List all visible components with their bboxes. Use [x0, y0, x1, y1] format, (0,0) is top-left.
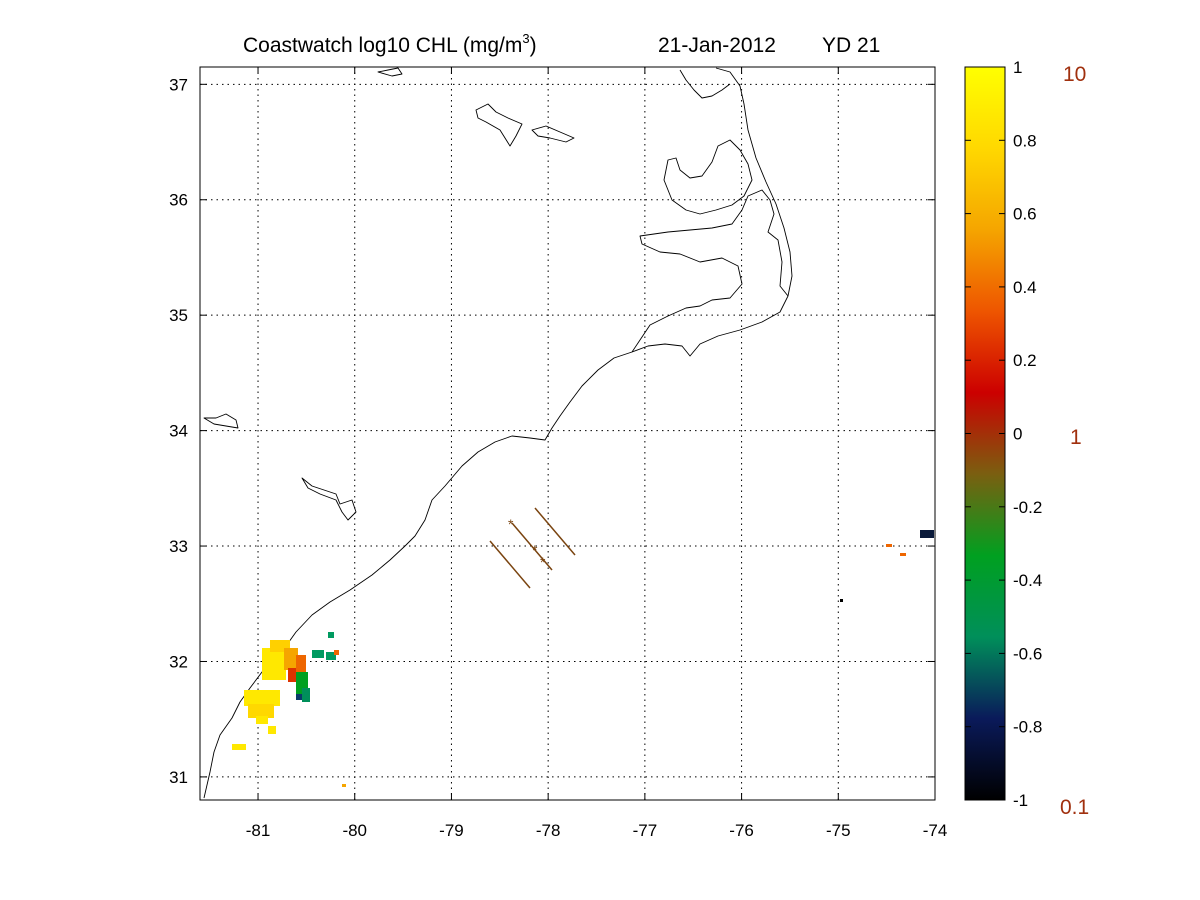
colorbar-gradient: [964, 66, 1006, 801]
map-axes: -81 -80 -79 -78 -77 -76 -75 -74 31 32 33 34 35 36 37: [169, 66, 947, 840]
lon-tick-label: -75: [826, 821, 851, 840]
lat-tick-label: 31: [169, 768, 188, 787]
colorbar-ref-high: 10: [1063, 63, 1086, 86]
track-line-west: [489, 540, 531, 589]
map-frame: [199, 66, 936, 801]
lat-tick-label: 33: [169, 537, 188, 556]
map-grid: [200, 67, 936, 800]
track-line-middle: [511, 522, 553, 571]
lon-tick-label: -74: [923, 821, 948, 840]
colorbar-ref-low: 0.1: [1060, 796, 1089, 819]
map-yearday: YD 21: [822, 34, 880, 57]
colorbar-ref-mid: 1: [1070, 426, 1082, 449]
map-date: 21-Jan-2012: [658, 34, 776, 57]
chl-patch-yellow-coast: [232, 744, 246, 750]
colorbar-tick-label: 0.8: [1013, 131, 1037, 150]
chl-patch-yellow-south: [244, 690, 280, 706]
chl-patch-red: [288, 668, 298, 682]
colorbar-tick-label: -1: [1013, 791, 1028, 810]
chl-patch-orange-edge: [296, 655, 306, 679]
coastline-albemarle: [663, 139, 753, 215]
lake-moultrie: [531, 125, 575, 143]
lon-tick-label: -81: [246, 821, 271, 840]
track-marker: *: [508, 516, 514, 532]
chl-patch-orange-far: [334, 650, 339, 655]
colorbar-tick-label: 0.2: [1013, 351, 1037, 370]
colorbar-tick-label: -0.2: [1013, 498, 1042, 517]
chlorophyll-data: [232, 530, 934, 787]
colorbar-tick-label: 0: [1013, 425, 1022, 444]
lon-tick-label: -76: [729, 821, 754, 840]
map-axis-ticks: -81 -80 -79 -78 -77 -76 -75 -74 31 32 33 34 35 36 37: [169, 67, 947, 840]
track-line-east: [534, 507, 576, 556]
lat-tick-label: 34: [169, 422, 188, 441]
chl-patch-green-far: [326, 652, 336, 660]
inland-lake-west: [203, 413, 239, 429]
lake-marion: [475, 103, 523, 147]
lat-tick-label: 37: [169, 75, 188, 94]
track-marker: *: [532, 542, 538, 558]
inland-lake-north: [377, 67, 403, 77]
survey-tracks: * * *: [489, 507, 576, 589]
coastline-chesapeake: [679, 69, 731, 99]
colorbar-ticks: 1 0.8 0.6 0.4 0.2 0 -0.2 -0.4 -0.6 -0.8 -1: [965, 58, 1042, 810]
lon-tick-label: -77: [633, 821, 658, 840]
chl-patch-yellow-south2: [248, 704, 274, 718]
colorbar-tick-label: 0.6: [1013, 205, 1037, 224]
lat-tick-label: 32: [169, 652, 188, 671]
chl-patch-yellow-shore: [262, 648, 286, 680]
lon-tick-label: -80: [342, 821, 367, 840]
lon-tick-label: -79: [439, 821, 464, 840]
chl-patch-east-orange2: [900, 553, 906, 556]
coastline-sound: [631, 189, 789, 353]
lat-tick-label: 35: [169, 306, 188, 325]
chl-patch-orange-dot: [342, 784, 346, 787]
chl-patch-orange: [284, 648, 298, 670]
chl-patch-east-dot: [840, 599, 843, 602]
chl-patch-east-orange: [886, 544, 892, 547]
colorbar-tick-label: 0.4: [1013, 278, 1037, 297]
lon-tick-label: -78: [536, 821, 561, 840]
colorbar-tick-label: 1: [1013, 58, 1022, 77]
map-title: Coastwatch log10 CHL (mg/m3): [243, 31, 537, 57]
colorbar: 1 0.8 0.6 0.4 0.2 0 -0.2 -0.4 -0.6 -0.8 -1 10 1 0.…: [964, 58, 1089, 819]
track-marker: *: [540, 554, 546, 570]
chl-patch-teal: [302, 688, 310, 702]
colorbar-tick-label: -0.6: [1013, 644, 1042, 663]
chl-patch-teal-north: [312, 650, 324, 658]
chl-patch-blue: [296, 694, 302, 700]
colorbar-tick-label: -0.8: [1013, 718, 1042, 737]
colorbar-tick-label: -0.4: [1013, 571, 1042, 590]
chl-patch-yellow-south3: [256, 716, 268, 724]
chl-patch-yellow-coast2: [268, 726, 276, 734]
lat-tick-label: 36: [169, 191, 188, 210]
river-estuary-sc: [301, 477, 357, 521]
chl-patch-east-dark: [920, 530, 934, 538]
chl-patch-teal-far: [328, 632, 334, 638]
